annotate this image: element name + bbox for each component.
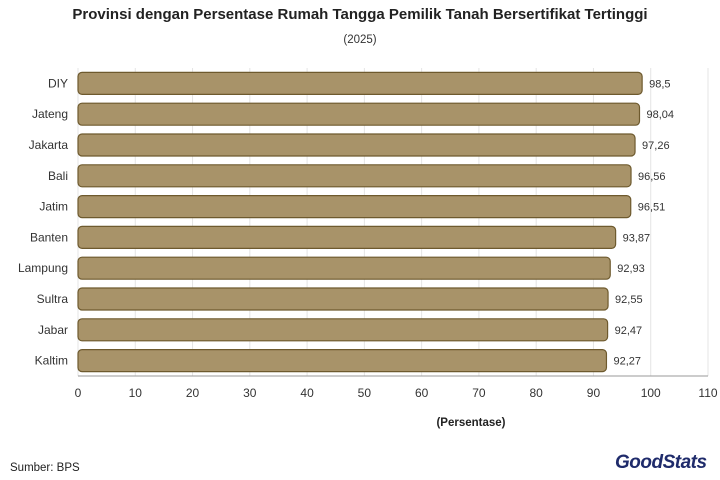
x-tick-label: 80	[530, 386, 544, 400]
bar	[77, 287, 609, 311]
x-axis-title: (Persentase)	[436, 417, 505, 429]
value-label: 92,27	[613, 356, 641, 368]
x-tick-label: 10	[129, 386, 143, 400]
x-tick-label: 90	[587, 386, 601, 400]
value-label: 98,04	[647, 109, 675, 121]
category-label: Jatim	[39, 200, 68, 214]
x-tick-label: 30	[243, 386, 257, 400]
category-label: Lampung	[18, 261, 68, 275]
goodstats-logo: GoodStats	[615, 452, 707, 474]
bar	[77, 164, 632, 188]
value-label: 96,56	[638, 171, 666, 183]
value-label: 92,55	[615, 294, 643, 306]
bar	[77, 195, 632, 219]
bar-chart: 0 10 20 30 40 50 60 70 80 90 100 110 DIY 98,5 Jateng 98…	[18, 68, 718, 429]
category-label: Kaltim	[35, 354, 68, 368]
bar	[77, 71, 643, 96]
source-note: Sumber: BPS	[10, 462, 80, 474]
value-label: 92,93	[617, 263, 645, 275]
category-label: Bali	[48, 169, 68, 183]
value-label: 92,47	[615, 325, 643, 337]
bar	[77, 133, 636, 157]
bar	[77, 102, 641, 126]
chart-subtitle: (2025)	[343, 34, 377, 46]
value-label: 98,5	[649, 78, 670, 90]
bar	[77, 225, 617, 249]
category-label: Jabar	[38, 323, 68, 337]
bar	[77, 256, 611, 280]
value-label: 97,26	[642, 140, 670, 152]
x-tick-label: 110	[698, 386, 717, 400]
x-tick-label: 100	[641, 386, 661, 400]
x-tick-label: 50	[358, 386, 372, 400]
category-label: Banten	[30, 230, 68, 244]
category-label: Jakarta	[29, 138, 69, 152]
bar	[77, 318, 609, 342]
category-label: DIY	[48, 76, 68, 90]
category-label: Sultra	[37, 292, 69, 306]
category-label: Jateng	[32, 107, 68, 121]
x-tick-label: 40	[300, 386, 314, 400]
bar	[77, 349, 608, 373]
value-label: 93,87	[623, 232, 651, 244]
logo-part-good: Good	[615, 452, 663, 473]
value-label: 96,51	[638, 202, 666, 214]
x-tick-label: 70	[472, 386, 486, 400]
chart-title: Provinsi dengan Persentase Rumah Tangga …	[72, 6, 648, 23]
x-tick-label: 0	[75, 386, 82, 400]
logo-part-stats: Stats	[662, 452, 707, 473]
x-tick-label: 20	[186, 386, 200, 400]
x-tick-label: 60	[415, 386, 429, 400]
